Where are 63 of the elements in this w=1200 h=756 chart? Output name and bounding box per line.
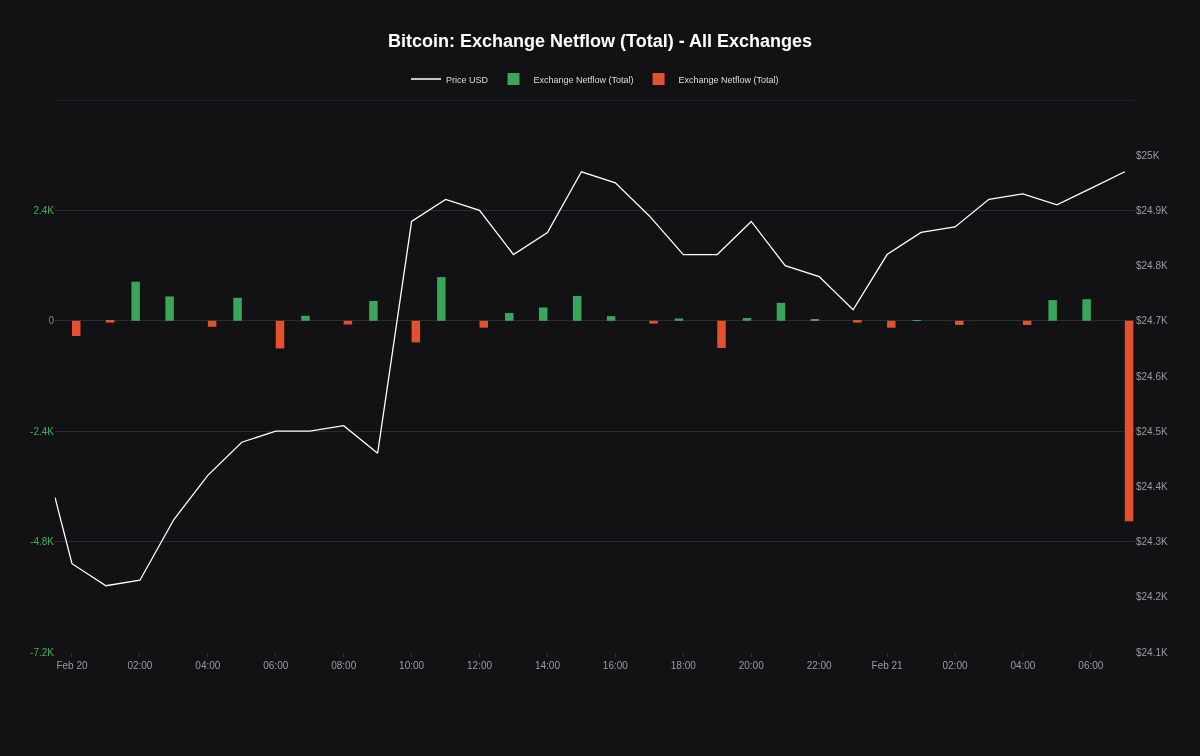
bar [479, 320, 489, 328]
y2-tick-label: $24.8K [1136, 260, 1169, 272]
x-tick-label: 08:00 [331, 660, 357, 671]
legend-label: Price USD [446, 74, 489, 85]
y-tick-label: -2.4K [30, 425, 55, 437]
bar [411, 320, 421, 343]
bar [1022, 320, 1032, 325]
y2-tick-label: $25K [1136, 149, 1160, 161]
x-tick-label: 06:00 [263, 660, 289, 671]
x-tick-label: 06:00 [1078, 660, 1104, 671]
y-tick-label: 2.4K [33, 204, 55, 216]
bar [233, 297, 242, 321]
bar [955, 320, 964, 325]
bar [776, 302, 786, 321]
x-tick-label: 02:00 [127, 660, 153, 671]
bar [572, 295, 582, 321]
bar [275, 320, 285, 349]
bar [369, 301, 378, 321]
x-tick-label: Feb 21 [871, 660, 904, 671]
bar [1124, 320, 1134, 522]
bar [165, 296, 174, 321]
x-tick-label: 04:00 [1010, 660, 1036, 671]
y2-tick-label: $24.9K [1136, 204, 1169, 216]
bar [1048, 300, 1057, 321]
bar [853, 320, 862, 323]
bar [105, 320, 115, 323]
x-tick-label: 10:00 [399, 660, 425, 671]
y2-tick-label: $24.6K [1136, 370, 1169, 382]
bar [207, 320, 217, 327]
bar [131, 281, 140, 321]
x-tick-label: 12:00 [467, 660, 493, 671]
bar [1082, 299, 1091, 321]
chart-title: Bitcoin: Exchange Netflow (Total) - All Exchanges [387, 30, 813, 51]
bar [742, 318, 752, 321]
y2-tick-label: $24.5K [1136, 425, 1169, 437]
x-tick-label: 20:00 [738, 660, 765, 671]
x-tick-label: 22:00 [806, 660, 833, 671]
bar [810, 318, 820, 321]
bar [606, 316, 616, 321]
x-tick-label: 18:00 [670, 660, 697, 671]
bar [649, 320, 658, 324]
y2-tick-label: $24.7K [1136, 315, 1169, 327]
y2-tick-label: $24.4K [1136, 480, 1169, 492]
x-tick-label: 14:00 [534, 660, 561, 671]
bar [887, 320, 896, 328]
legend-label: Exchange Netflow (Total) [533, 74, 634, 85]
bar [505, 312, 514, 321]
y-tick-label: -4.8K [30, 536, 55, 548]
bar [437, 277, 446, 321]
bar [301, 315, 310, 321]
y2-tick-label: $24.1K [1136, 646, 1169, 658]
legend-label: Exchange Netflow (Total) [678, 74, 779, 85]
y2-tick-label: $24.3K [1136, 536, 1169, 548]
x-tick-label: Feb 20 [56, 660, 88, 671]
y-tick-label: -7.2K [30, 646, 55, 658]
bar [717, 320, 726, 348]
x-tick-label: 02:00 [942, 660, 968, 671]
y-tick-label: 0 [48, 315, 55, 327]
y2-tick-label: $24.2K [1136, 591, 1169, 603]
x-tick-label: 16:00 [602, 660, 629, 671]
bar [538, 307, 548, 321]
bar [71, 320, 81, 336]
x-tick-label: 04:00 [195, 660, 221, 671]
